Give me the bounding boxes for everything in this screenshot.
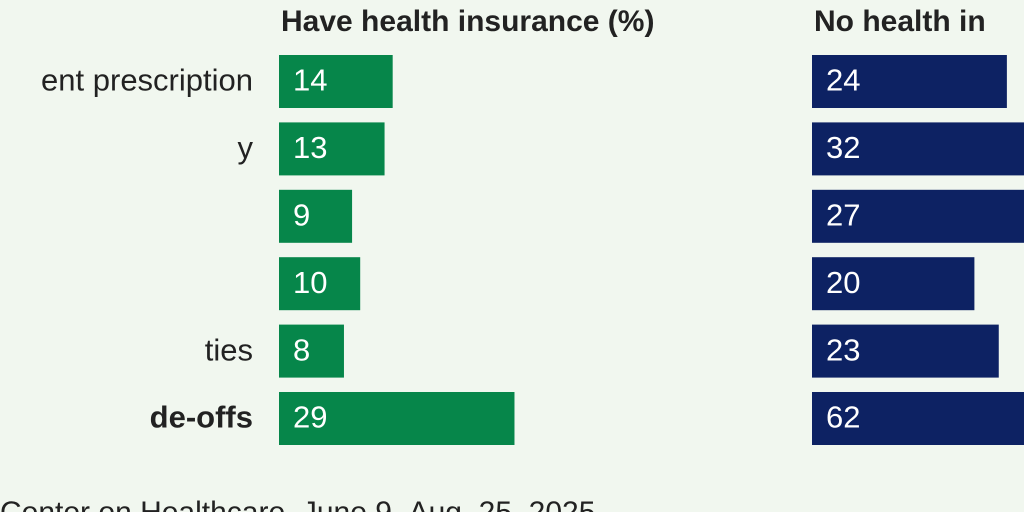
value-label: 9 xyxy=(293,197,310,232)
value-label: 27 xyxy=(826,197,860,232)
category-label: ties xyxy=(205,332,253,367)
panel-header: No health in xyxy=(814,5,986,38)
value-label: 14 xyxy=(293,63,327,98)
bar xyxy=(812,122,1024,176)
source-note: Center on Healthcare, June 9–Aug. 25, 20… xyxy=(0,496,595,512)
bar xyxy=(279,257,361,311)
value-label: 23 xyxy=(826,332,860,367)
bar xyxy=(812,392,1024,445)
value-label: 32 xyxy=(826,130,860,165)
bar xyxy=(279,122,385,176)
bar xyxy=(812,324,999,378)
bar xyxy=(279,392,515,445)
value-label: 8 xyxy=(293,332,310,367)
bar xyxy=(812,189,1024,243)
value-label: 10 xyxy=(293,265,327,300)
value-label: 20 xyxy=(826,265,860,300)
bar xyxy=(279,55,393,108)
value-label: 13 xyxy=(293,130,327,165)
value-label: 24 xyxy=(826,63,860,98)
bar xyxy=(279,324,344,378)
category-label: y xyxy=(238,130,254,165)
panel-header: Have health insurance (%) xyxy=(281,5,654,38)
value-label: 62 xyxy=(826,400,860,435)
category-label: ent prescription xyxy=(41,63,253,98)
bar xyxy=(812,257,975,311)
category-label: de-offs xyxy=(150,400,253,435)
bar xyxy=(279,189,353,243)
value-label: 29 xyxy=(293,400,327,435)
bar xyxy=(812,55,1007,108)
